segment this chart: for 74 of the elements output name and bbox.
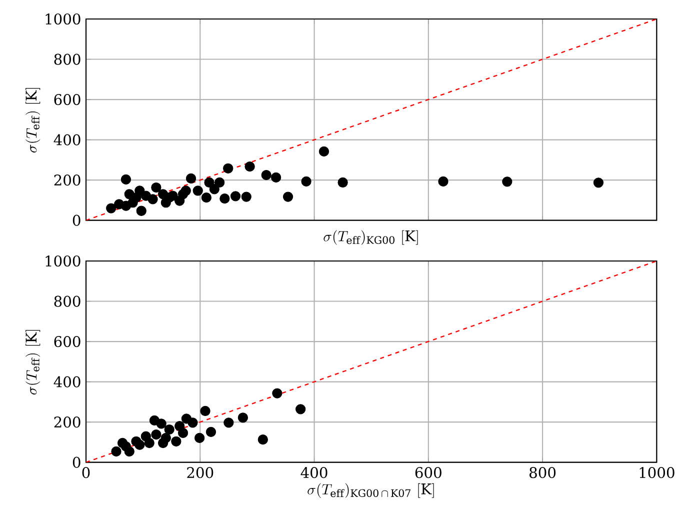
point — [301, 176, 312, 186]
point — [214, 177, 225, 188]
y-axis-title: $\sigma(T_{\mathrm{eff}})\ [\mathrm{K}]$ — [26, 330, 40, 394]
point — [178, 428, 188, 438]
point — [338, 177, 348, 188]
point — [171, 436, 182, 446]
x-tick-label: 0 — [82, 466, 90, 478]
point — [438, 176, 448, 186]
point — [220, 193, 230, 204]
y-tick-label: 0 — [72, 214, 80, 226]
y-tick-label: 1000 — [46, 255, 80, 266]
point — [180, 186, 191, 196]
x-axis-title: $\sigma(T_{\mathrm{eff}})_{\mathrm{KG00}}\ [\mathrm{K}]$ — [324, 230, 418, 245]
point — [502, 176, 512, 187]
y-tick-label: 600 — [54, 336, 80, 347]
point — [244, 161, 255, 172]
point — [224, 417, 234, 428]
point — [160, 197, 171, 208]
point — [201, 192, 212, 202]
point — [120, 200, 132, 211]
point — [593, 177, 604, 188]
x-tick-label: 1000 — [640, 466, 674, 478]
x-tick-label: 600 — [415, 466, 442, 478]
y-tick-label: 1000 — [46, 13, 80, 24]
point — [136, 206, 146, 216]
x-axis-title: $\sigma(T_{\mathrm{eff}})_{\mathrm{KG00}\,\cap\,\mathrm{K07}}\ [\mathrm{K}]$ — [308, 483, 434, 498]
point — [120, 174, 132, 184]
x-tick-label: 800 — [530, 466, 556, 478]
point — [318, 146, 330, 156]
point — [192, 186, 203, 196]
point — [131, 192, 142, 202]
y-tick-label: 400 — [54, 134, 80, 146]
point — [158, 438, 168, 448]
y-tick-label: 200 — [54, 416, 80, 428]
point — [230, 190, 241, 202]
point — [204, 177, 214, 188]
point — [270, 172, 282, 182]
point — [151, 429, 162, 440]
point — [158, 188, 168, 200]
y-tick-label: 0 — [72, 456, 80, 468]
point — [209, 184, 220, 194]
point — [238, 412, 248, 423]
point — [156, 418, 166, 429]
y-tick-label: 600 — [54, 94, 80, 105]
y-tick-label: 800 — [54, 54, 80, 65]
y-tick-label: 400 — [54, 376, 80, 388]
point — [206, 426, 216, 437]
point — [261, 170, 272, 180]
point — [296, 404, 306, 414]
point — [174, 196, 185, 206]
point — [282, 192, 294, 202]
x-tick-label: 200 — [187, 466, 214, 478]
point — [186, 173, 196, 184]
point — [258, 434, 268, 444]
point — [111, 446, 122, 456]
y-axis-title: $\sigma(T_{\mathrm{eff}})\ [\mathrm{K}]$ — [26, 88, 40, 152]
point — [151, 182, 162, 192]
point — [241, 192, 252, 202]
point — [188, 417, 198, 428]
point — [168, 190, 178, 201]
point — [117, 438, 128, 448]
point — [140, 190, 151, 201]
point — [124, 446, 134, 456]
point — [106, 203, 116, 214]
point — [200, 406, 210, 416]
point — [223, 163, 234, 174]
point — [144, 438, 154, 448]
point — [134, 440, 145, 450]
y-tick-label: 800 — [54, 296, 80, 307]
point — [164, 424, 174, 434]
point — [194, 432, 205, 443]
point — [272, 388, 282, 398]
y-tick-label: 200 — [54, 174, 80, 186]
x-tick-label: 400 — [300, 466, 328, 478]
